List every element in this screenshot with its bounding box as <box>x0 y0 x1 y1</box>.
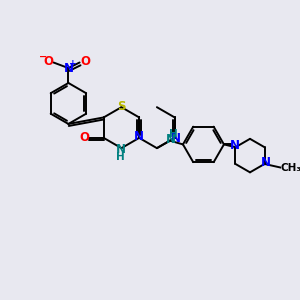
Text: +: + <box>69 59 77 68</box>
Text: −: − <box>39 52 47 62</box>
Text: H: H <box>116 152 125 162</box>
Text: O: O <box>79 131 89 144</box>
Text: O: O <box>43 55 53 68</box>
Text: N: N <box>116 142 125 156</box>
Text: H: H <box>169 129 178 139</box>
Text: O: O <box>80 55 90 68</box>
Text: CH₃: CH₃ <box>280 163 300 173</box>
Text: S: S <box>117 100 126 113</box>
Text: N: N <box>171 132 181 145</box>
Text: N: N <box>134 130 144 142</box>
Text: N: N <box>230 139 240 152</box>
Text: N: N <box>166 133 176 146</box>
Text: N: N <box>260 156 270 169</box>
Text: N: N <box>63 61 74 75</box>
